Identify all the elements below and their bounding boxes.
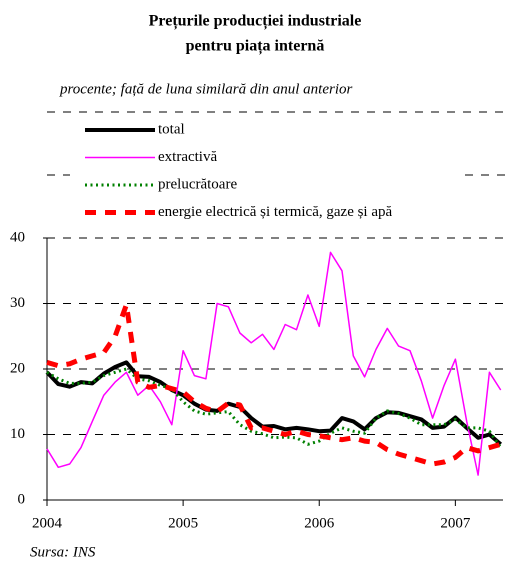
y-tick-label: 10 [10,426,25,442]
legend-label: extractivă [158,149,217,165]
series-line [46,367,502,449]
x-tick-label: 2007 [440,515,471,531]
y-tick-label: 20 [10,360,25,376]
chart-subtitle: procente; față de luna similară din anul… [59,81,353,97]
source: Sursa: INS [30,544,96,560]
legend-label: energie electrică și termică, gaze și ap… [158,204,393,220]
series-line [46,302,502,467]
series-line [46,251,502,476]
y-tick-label: 0 [18,491,26,507]
y-tick-label: 30 [10,295,25,311]
x-tick-label: 2006 [304,515,335,531]
x-tick-label: 2004 [32,515,63,531]
legend-label: total [158,121,185,137]
legend-label: prelucrătoare [158,176,237,192]
x-tick-label: 2005 [168,515,198,531]
series-line [45,360,503,446]
chart-title: pentru piața internă [186,38,325,56]
chart-title: Prețurile producției industriale [149,13,362,31]
y-tick-label: 40 [10,229,25,245]
